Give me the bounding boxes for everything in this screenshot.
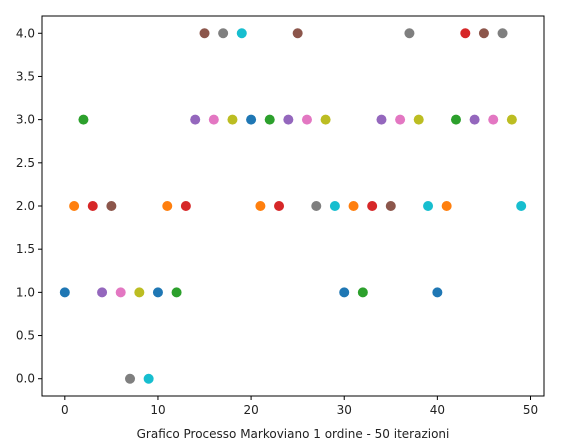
data-point xyxy=(469,114,480,125)
data-point xyxy=(162,201,173,211)
data-point xyxy=(218,28,229,39)
data-point xyxy=(348,201,359,211)
data-point xyxy=(357,287,368,298)
data-point xyxy=(395,114,406,125)
data-point xyxy=(441,201,452,211)
data-point xyxy=(329,201,340,211)
data-point xyxy=(152,287,163,298)
data-point xyxy=(404,28,415,39)
data-point xyxy=(134,287,145,298)
data-point xyxy=(488,114,499,125)
plot-background xyxy=(42,16,544,396)
data-point xyxy=(115,287,126,298)
data-point xyxy=(478,28,489,39)
y-tick-label: 1.5 xyxy=(16,242,35,256)
data-point xyxy=(301,114,312,125)
data-point xyxy=(385,201,396,211)
data-point xyxy=(432,287,443,298)
x-tick-label: 40 xyxy=(430,403,445,417)
data-point xyxy=(516,201,527,211)
data-point xyxy=(190,114,201,125)
x-tick-label: 20 xyxy=(243,403,258,417)
data-point xyxy=(255,201,266,211)
data-point xyxy=(78,114,89,125)
data-point xyxy=(274,201,285,211)
data-point xyxy=(236,28,247,39)
data-point xyxy=(97,287,108,298)
data-points xyxy=(59,28,527,384)
data-point xyxy=(506,114,517,125)
data-point xyxy=(199,28,210,39)
data-point xyxy=(292,28,303,39)
y-tick-label: 1.0 xyxy=(16,285,35,299)
y-tick-label: 4.0 xyxy=(16,26,35,40)
x-tick-label: 10 xyxy=(150,403,165,417)
data-point xyxy=(59,287,70,298)
x-tick-label: 0 xyxy=(61,403,69,417)
x-axis-ticks: 0 10 20 30 40 50 xyxy=(61,396,538,417)
data-point xyxy=(143,373,154,384)
data-point xyxy=(106,201,117,211)
data-point xyxy=(423,201,434,211)
data-point xyxy=(339,287,350,298)
x-tick-label: 30 xyxy=(337,403,352,417)
y-tick-label: 0.5 xyxy=(16,329,35,343)
data-point xyxy=(376,114,387,125)
y-tick-label: 3.5 xyxy=(16,69,35,83)
data-point xyxy=(264,114,275,125)
plot-frame xyxy=(41,15,545,397)
data-point xyxy=(171,287,182,298)
data-point xyxy=(69,201,80,211)
data-point xyxy=(320,114,331,125)
y-tick-label: 2.0 xyxy=(16,199,35,213)
y-tick-label: 2.5 xyxy=(16,156,35,170)
y-axis-ticks: 0.0 0.5 1.0 1.5 2.0 2.5 3.0 3.5 4.0 xyxy=(16,26,42,386)
data-point xyxy=(283,114,294,125)
data-point xyxy=(87,201,98,211)
x-axis-title: Grafico Processo Markoviano 1 ordine - 5… xyxy=(137,427,450,441)
data-point xyxy=(367,201,378,211)
data-point xyxy=(460,28,471,39)
x-tick-label: 50 xyxy=(523,403,538,417)
y-tick-label: 0.0 xyxy=(16,372,35,386)
data-point xyxy=(311,201,322,211)
data-point xyxy=(413,114,424,125)
data-point xyxy=(208,114,219,125)
y-tick-label: 3.0 xyxy=(16,113,35,127)
data-point xyxy=(450,114,461,125)
data-point xyxy=(497,28,508,39)
data-point xyxy=(227,114,238,125)
data-point xyxy=(246,114,257,125)
data-point xyxy=(125,373,136,384)
data-point xyxy=(180,201,191,211)
